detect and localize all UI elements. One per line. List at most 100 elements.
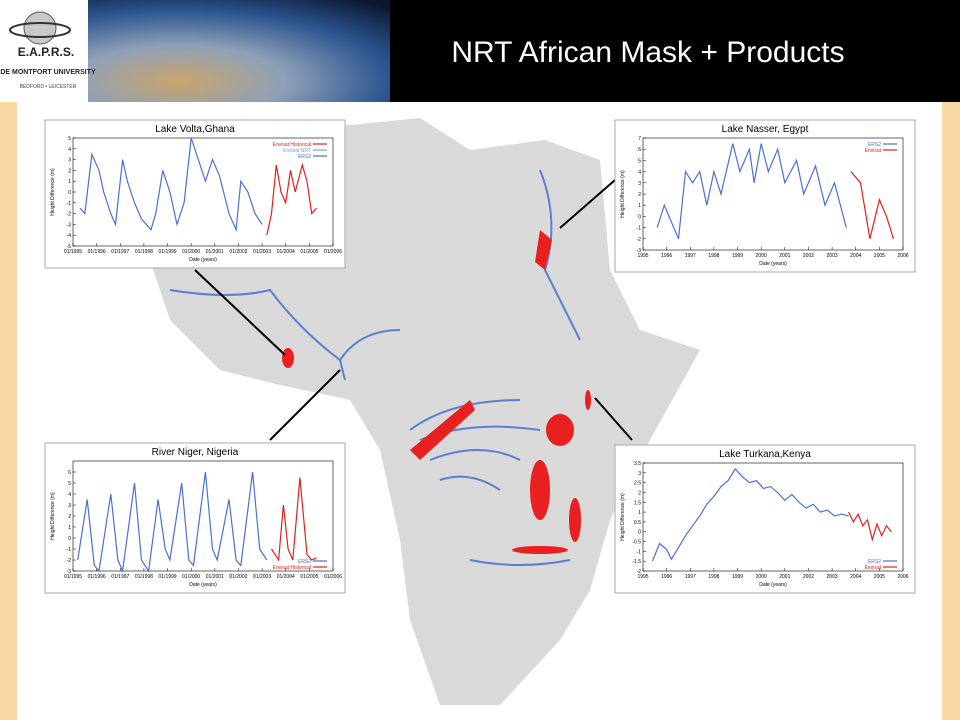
y-tick-label: -0.5 <box>632 540 641 546</box>
y-tick-label: 4 <box>68 492 71 498</box>
data-line <box>848 511 892 542</box>
inset-frame <box>614 444 916 594</box>
x-tick-label: 2000 <box>756 574 767 580</box>
x-tick-label: 01/1997 <box>111 574 129 580</box>
y-tick-label: -1 <box>67 547 72 553</box>
plot-area <box>642 462 904 572</box>
x-tick-label: 01/1998 <box>135 249 153 255</box>
y-tick-label: 5 <box>68 136 71 142</box>
y-tick-label: 0 <box>638 214 641 220</box>
y-axis-label: Height Difference (m) <box>50 492 56 540</box>
y-tick-label: 2 <box>638 192 641 198</box>
y-tick-label: -2 <box>67 212 72 218</box>
x-tick-label: 1995 <box>637 253 648 259</box>
y-tick-label: -1 <box>67 201 72 207</box>
data-line <box>77 471 268 574</box>
data-line <box>850 171 895 239</box>
data-line <box>656 143 847 240</box>
y-tick-label: -1 <box>637 549 642 555</box>
y-tick-label: -3 <box>67 569 72 575</box>
x-tick-label: 2000 <box>756 253 767 259</box>
y-tick-label: 1 <box>638 510 641 516</box>
x-tick-label: 1999 <box>732 574 743 580</box>
university-name: DE MONTFORT UNIVERSITY <box>0 69 96 76</box>
y-tick-label: 7 <box>638 136 641 142</box>
y-tick-label: -1.5 <box>632 559 641 565</box>
x-tick-label: 1999 <box>732 253 743 259</box>
x-tick-label: 2001 <box>779 253 790 259</box>
y-tick-label: 0.5 <box>634 520 641 526</box>
x-tick-label: 01/2005 <box>300 249 318 255</box>
y-axis-label: Height Difference (m) <box>620 493 626 541</box>
x-tick-label: 01/2003 <box>253 574 271 580</box>
y-tick-label: 3 <box>638 471 641 477</box>
x-tick-label: 01/2002 <box>229 574 247 580</box>
x-tick-label: 01/2005 <box>300 574 318 580</box>
water-bodies <box>282 230 591 554</box>
legend-label: ERS2 <box>868 142 881 148</box>
inset-frame <box>614 119 916 273</box>
y-axis-label: Height Difference (m) <box>620 170 626 218</box>
y-tick-label: -5 <box>67 244 72 250</box>
y-tick-label: 0 <box>638 530 641 536</box>
x-tick-label: 01/1995 <box>64 249 82 255</box>
x-tick-label: 2003 <box>827 574 838 580</box>
y-axis-label: Height Difference (m) <box>50 168 56 216</box>
earth-image <box>88 0 390 102</box>
x-tick-label: 01/1997 <box>111 249 129 255</box>
x-tick-label: 01/2001 <box>206 574 224 580</box>
logo-planet <box>23 11 57 45</box>
x-tick-label: 1997 <box>685 253 696 259</box>
x-tick-label: 1998 <box>708 253 719 259</box>
inset-title: Lake Volta,Ghana <box>155 124 235 135</box>
y-tick-label: -3 <box>67 222 72 228</box>
x-tick-label: 01/2000 <box>182 249 200 255</box>
y-tick-label: 3 <box>68 503 71 509</box>
x-tick-label: 01/2000 <box>182 574 200 580</box>
x-tick-label: 2004 <box>850 253 861 259</box>
x-tick-label: 1997 <box>685 574 696 580</box>
x-tick-label: 01/2004 <box>277 249 295 255</box>
legend-label: Envisat NRT <box>283 148 311 154</box>
x-tick-label: 01/2003 <box>253 249 271 255</box>
x-tick-label: 1995 <box>637 574 648 580</box>
x-tick-label: 01/1999 <box>159 249 177 255</box>
x-axis-label: Date (years) <box>189 582 217 588</box>
y-tick-label: -2 <box>637 569 642 575</box>
legend-label: ERS2 <box>868 559 881 565</box>
x-tick-label: 2002 <box>803 253 814 259</box>
y-tick-label: 2.5 <box>634 481 641 487</box>
y-tick-label: 4 <box>68 147 71 153</box>
inset-title: River Niger, Nigeria <box>152 447 239 458</box>
y-tick-label: 2 <box>638 490 641 496</box>
x-tick-label: 2005 <box>874 253 885 259</box>
y-tick-label: -3 <box>637 248 642 254</box>
x-tick-label: 01/1995 <box>64 574 82 580</box>
x-tick-label: 2001 <box>779 574 790 580</box>
x-axis-label: Date (years) <box>189 257 217 263</box>
y-tick-label: -1 <box>637 226 642 232</box>
y-tick-label: 6 <box>68 470 71 476</box>
x-tick-label: 01/1996 <box>88 574 106 580</box>
x-tick-label: 01/1998 <box>135 574 153 580</box>
y-tick-label: 5 <box>638 158 641 164</box>
y-tick-label: 1 <box>68 525 71 531</box>
logo-ring <box>9 22 71 38</box>
y-tick-label: 4 <box>638 170 641 176</box>
pointer-arrows <box>194 179 633 441</box>
inset-title: Lake Turkana,Kenya <box>719 449 811 460</box>
x-tick-label: 2002 <box>803 574 814 580</box>
data-line <box>266 162 317 236</box>
y-tick-label: -2 <box>637 237 642 243</box>
inset-frame <box>44 119 346 269</box>
x-tick-label: 1996 <box>661 574 672 580</box>
x-tick-label: 01/2001 <box>206 249 224 255</box>
x-tick-label: 01/2004 <box>277 574 295 580</box>
y-tick-label: 2 <box>68 168 71 174</box>
x-tick-label: 2006 <box>897 574 908 580</box>
legend-label: Envisat Historical <box>273 142 311 148</box>
y-tick-label: 1 <box>68 179 71 185</box>
y-tick-label: -4 <box>67 233 72 239</box>
legend-label: ERS2 <box>298 154 311 160</box>
